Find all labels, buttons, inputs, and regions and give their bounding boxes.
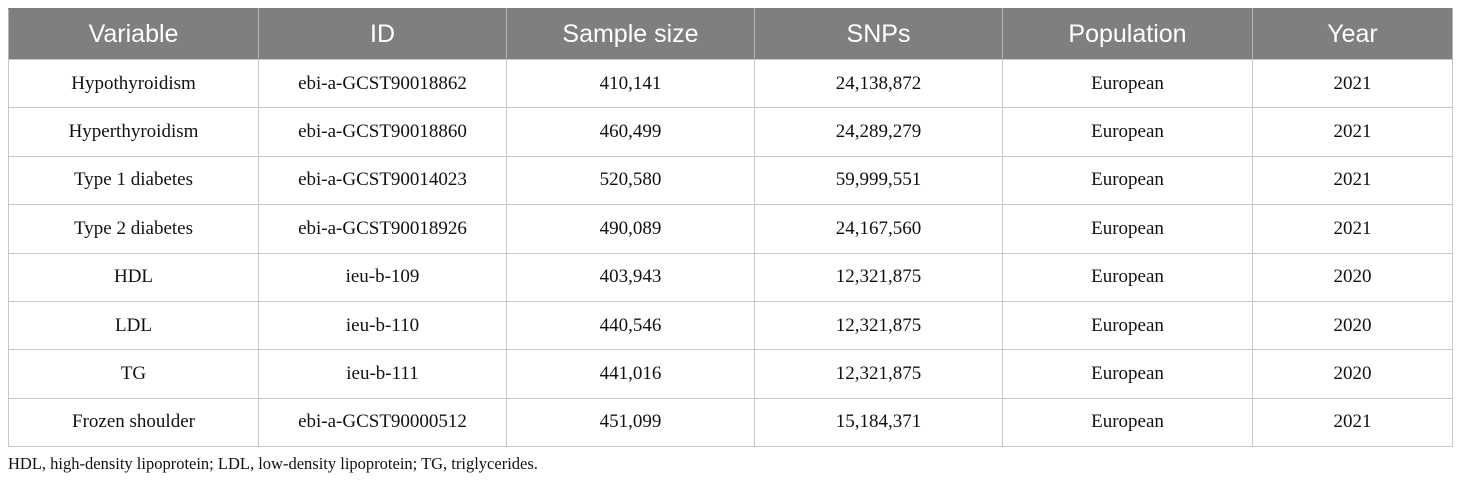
cell-sample-size: 441,016 (506, 349, 755, 399)
cell-variable: LDL (8, 300, 259, 351)
cell-sample-size: 440,546 (506, 300, 755, 351)
cell-year: 2021 (1252, 204, 1453, 254)
cell-population: European (1002, 107, 1253, 157)
cell-year: 2021 (1252, 107, 1453, 157)
table-footnote: HDL, high-density lipoprotein; LDL, low-… (8, 454, 538, 473)
cell-sample-size: 451,099 (506, 397, 755, 448)
column-header-year: Year (1252, 8, 1453, 60)
cell-snps: 24,289,279 (754, 107, 1003, 157)
cell-population: European (1002, 252, 1253, 302)
cell-snps: 12,321,875 (754, 252, 1003, 302)
column-header-id: ID (258, 8, 507, 60)
cell-population: European (1002, 155, 1253, 206)
cell-sample-size: 490,089 (506, 204, 755, 254)
cell-year: 2020 (1252, 252, 1453, 302)
cell-year: 2021 (1252, 397, 1453, 448)
cell-variable: Type 1 diabetes (8, 155, 259, 206)
cell-snps: 24,138,872 (754, 58, 1003, 109)
table-row: Hypothyroidism ebi-a-GCST90018862 410,14… (8, 58, 1453, 109)
cell-population: European (1002, 349, 1253, 399)
column-header-variable: Variable (8, 8, 259, 60)
cell-id: ebi-a-GCST90018926 (258, 204, 507, 254)
table-row: Type 1 diabetes ebi-a-GCST90014023 520,5… (8, 155, 1453, 206)
cell-snps: 12,321,875 (754, 300, 1003, 351)
cell-population: European (1002, 58, 1253, 109)
cell-sample-size: 520,580 (506, 155, 755, 206)
table-row: Frozen shoulder ebi-a-GCST90000512 451,0… (8, 397, 1453, 448)
table-header-row: Variable ID Sample size SNPs Population … (8, 8, 1453, 60)
cell-variable: Type 2 diabetes (8, 204, 259, 254)
cell-sample-size: 460,499 (506, 107, 755, 157)
column-header-snps: SNPs (754, 8, 1003, 60)
table-row: Hyperthyroidism ebi-a-GCST90018860 460,4… (8, 107, 1453, 157)
cell-variable: Hypothyroidism (8, 58, 259, 109)
cell-year: 2021 (1252, 58, 1453, 109)
cell-snps: 59,999,551 (754, 155, 1003, 206)
cell-id: ieu-b-110 (258, 300, 507, 351)
cell-id: ieu-b-109 (258, 252, 507, 302)
cell-population: European (1002, 204, 1253, 254)
cell-snps: 12,321,875 (754, 349, 1003, 399)
cell-variable: Frozen shoulder (8, 397, 259, 448)
cell-id: ebi-a-GCST90018862 (258, 58, 507, 109)
cell-year: 2020 (1252, 300, 1453, 351)
cell-year: 2021 (1252, 155, 1453, 206)
gwas-data-table-container: Variable ID Sample size SNPs Population … (8, 8, 1453, 448)
cell-variable: TG (8, 349, 259, 399)
cell-id: ebi-a-GCST90018860 (258, 107, 507, 157)
column-header-sample-size: Sample size (506, 8, 755, 60)
cell-sample-size: 403,943 (506, 252, 755, 302)
table-row: Type 2 diabetes ebi-a-GCST90018926 490,0… (8, 204, 1453, 254)
cell-snps: 24,167,560 (754, 204, 1003, 254)
cell-variable: Hyperthyroidism (8, 107, 259, 157)
column-header-population: Population (1002, 8, 1253, 60)
gwas-data-table: Variable ID Sample size SNPs Population … (8, 8, 1453, 448)
cell-snps: 15,184,371 (754, 397, 1003, 448)
cell-variable: HDL (8, 252, 259, 302)
cell-id: ebi-a-GCST90014023 (258, 155, 507, 206)
table-row: TG ieu-b-111 441,016 12,321,875 European… (8, 349, 1453, 399)
table-row: HDL ieu-b-109 403,943 12,321,875 Europea… (8, 252, 1453, 302)
cell-id: ieu-b-111 (258, 349, 507, 399)
cell-year: 2020 (1252, 349, 1453, 399)
table-row: LDL ieu-b-110 440,546 12,321,875 Europea… (8, 300, 1453, 351)
cell-sample-size: 410,141 (506, 58, 755, 109)
cell-population: European (1002, 397, 1253, 448)
cell-population: European (1002, 300, 1253, 351)
cell-id: ebi-a-GCST90000512 (258, 397, 507, 448)
